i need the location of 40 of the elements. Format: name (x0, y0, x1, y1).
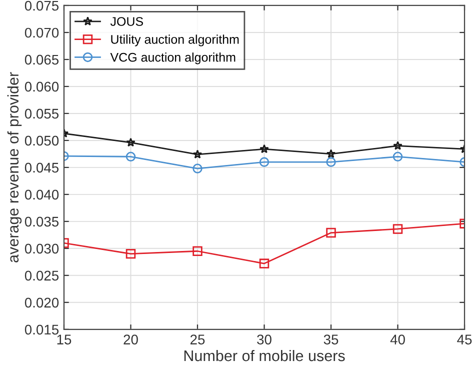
x-tick-label: 20 (124, 334, 138, 344)
y-tick-label: 0.045 (24, 162, 59, 173)
x-tick-label: 35 (324, 334, 338, 344)
x-tick-label: 25 (190, 334, 205, 344)
point (260, 144, 269, 154)
point (392, 224, 403, 234)
point (326, 228, 336, 238)
y-tick-label: 0.030 (24, 244, 59, 254)
y-tick-label: 0.020 (24, 298, 59, 308)
x-tick-label: 45 (457, 334, 472, 344)
y-tick-label: 0.070 (24, 28, 59, 38)
point (326, 157, 336, 167)
point (126, 248, 136, 259)
legend-label: VCG auction algorithm (110, 52, 236, 64)
y-axis-title: average revenue of provider (7, 72, 22, 262)
x-tick-label: 30 (257, 334, 272, 344)
point (192, 246, 202, 256)
point (392, 152, 403, 162)
x-tick-label: 40 (390, 334, 405, 344)
point (326, 149, 336, 158)
y-tick-label: 0.040 (24, 190, 59, 200)
x-axis-title: Number of mobile users (184, 350, 345, 362)
y-tick-label: 0.060 (24, 82, 59, 92)
x-tick-label: 15 (57, 334, 72, 344)
y-tick-label: 0.015 (24, 324, 59, 335)
point (259, 157, 270, 167)
y-tick-label: 0.050 (24, 136, 59, 146)
point (192, 150, 202, 159)
y-tick-label: 0.055 (24, 108, 59, 119)
point (126, 152, 136, 162)
legend-label: JOUS (110, 17, 144, 26)
y-tick-label: 0.065 (24, 54, 59, 65)
point (192, 164, 202, 174)
legend-label: Utility auction algorithm (111, 34, 239, 46)
point (126, 138, 136, 147)
point (259, 258, 270, 268)
y-tick-label: 0.025 (24, 270, 59, 281)
y-tick-label: 0.035 (24, 216, 59, 227)
y-tick-label: 0.075 (24, 0, 59, 11)
point (393, 140, 402, 150)
